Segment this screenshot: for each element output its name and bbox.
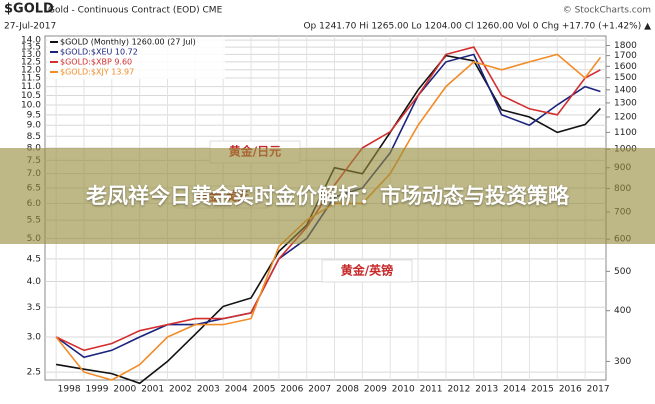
- y-tick-label: 13.5: [21, 43, 41, 53]
- annotation: 黄金/英镑: [341, 263, 393, 278]
- x-tick-label: 2017: [587, 385, 610, 395]
- y-tick-label: 12.5: [21, 57, 41, 67]
- y-tick-label: 11.0: [21, 82, 41, 92]
- y-tick-label: 12.0: [21, 65, 41, 75]
- x-tick-label: 2002: [169, 385, 192, 395]
- x-tick-label: 2006: [280, 385, 303, 395]
- banner-text: 老凤祥今日黄金实时金价解析：市场动态与投资策略: [86, 184, 569, 208]
- x-tick-label: 2012: [447, 385, 470, 395]
- x-tick-label: 2004: [225, 385, 248, 395]
- y-tick-label: 3.0: [27, 332, 42, 342]
- quote: Op 1241.70 Hi 1265.00 Lo 1204.00 Cl 1260…: [303, 22, 651, 32]
- x-tick-label: 2013: [475, 385, 498, 395]
- legend: $GOLD (Monthly) 1260.00 (27 Jul)$GOLD:$X…: [47, 37, 225, 79]
- y-tick-label: 10.0: [21, 100, 41, 110]
- y-tick-label: 4.5: [27, 254, 41, 264]
- x-tick-label: 2009: [364, 385, 387, 395]
- y-tick-label: 10.5: [21, 91, 41, 101]
- x-tick-label: 1999: [86, 385, 109, 395]
- legend-label: $GOLD:$XBP 9.60: [60, 58, 132, 67]
- y-tick-label: 11.5: [21, 74, 41, 84]
- x-tick-label: 2015: [531, 385, 554, 395]
- annotation-box: [321, 259, 413, 283]
- x-tick-label: 2008: [336, 385, 359, 395]
- y-tick-label: 8.5: [27, 132, 41, 142]
- banner: 老凤祥今日黄金实时金价解析：市场动态与投资策略: [0, 148, 655, 244]
- y2-tick-label: 1400: [614, 85, 637, 95]
- source: © StockCharts.com: [563, 6, 651, 16]
- legend-label: $GOLD:$XJY 13.97: [60, 68, 134, 77]
- y-tick-label: 14.0: [21, 36, 41, 46]
- chart-subtitle: Gold - Continuous Contract (EOD) CME: [48, 6, 223, 16]
- y-tick-label: 2.5: [27, 368, 41, 378]
- y2-tick-label: 1200: [614, 113, 637, 123]
- chart-title: $GOLD: [4, 2, 54, 17]
- y-tick-label: 13.0: [21, 50, 41, 60]
- x-tick-label: 2005: [253, 385, 276, 395]
- y-tick-label: 9.5: [27, 110, 41, 120]
- legend-label: $GOLD:$XEU 10.72: [60, 48, 138, 57]
- y2-tick-label: 1800: [614, 41, 637, 51]
- x-tick-label: 2000: [113, 385, 136, 395]
- y-tick-label: 4.0: [27, 277, 42, 287]
- x-tick-label: 2011: [420, 385, 443, 395]
- x-tick-label: 1998: [58, 385, 81, 395]
- y2-tick-label: 1500: [614, 73, 637, 83]
- y2-tick-label: 300: [614, 357, 631, 367]
- x-tick-label: 2007: [308, 385, 331, 395]
- y2-tick-label: 1300: [614, 98, 637, 108]
- legend-label: $GOLD (Monthly) 1260.00 (27 Jul): [60, 38, 196, 47]
- y-tick-label: 9.0: [27, 121, 42, 131]
- y2-tick-label: 1100: [614, 128, 637, 138]
- y2-tick-label: 400: [614, 306, 631, 316]
- x-tick-label: 2016: [559, 385, 582, 395]
- legend-bg: [47, 37, 225, 79]
- y-tick-label: 3.5: [27, 303, 41, 313]
- y2-tick-label: 500: [614, 267, 631, 277]
- header-bg: [0, 0, 655, 34]
- x-tick-label: 2014: [503, 385, 526, 395]
- x-tick-label: 2001: [141, 385, 164, 395]
- x-tick-label: 2010: [392, 385, 415, 395]
- y2-tick-label: 1700: [614, 51, 637, 61]
- y2-tick-label: 1600: [614, 62, 637, 72]
- date: 27-Jul-2017: [4, 22, 56, 32]
- x-tick-label: 2003: [197, 385, 220, 395]
